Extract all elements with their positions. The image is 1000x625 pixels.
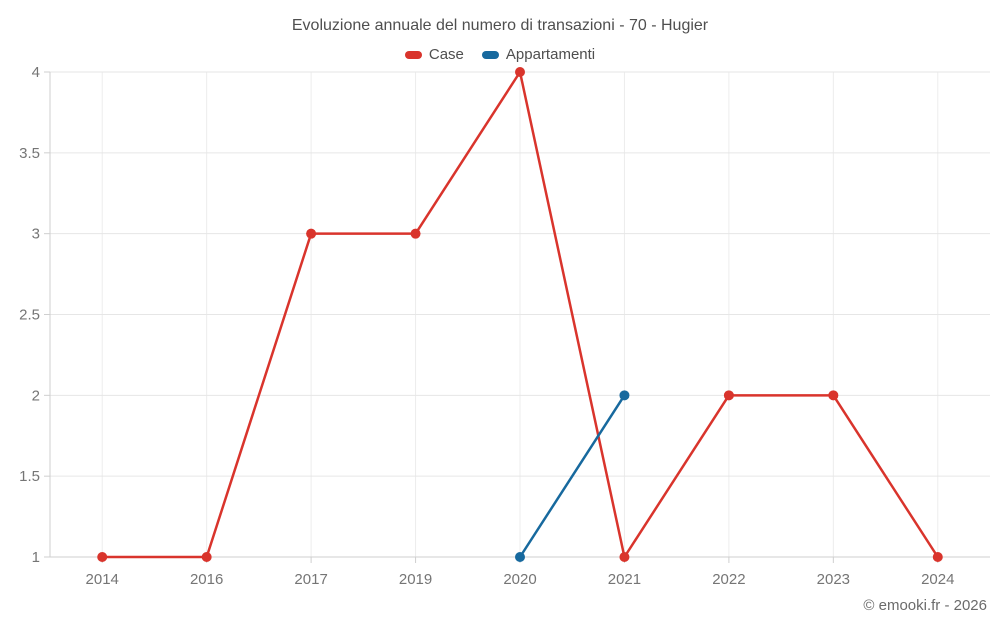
data-point-case[interactable] <box>723 390 734 401</box>
watermark: © emooki.fr - 2026 <box>863 597 987 614</box>
data-point-case[interactable] <box>932 552 943 562</box>
y-axis-tick-label: 3.5 <box>19 145 40 162</box>
data-point-case[interactable] <box>410 228 421 239</box>
x-axis-tick-label: 2019 <box>399 571 432 588</box>
legend-item-appartamenti[interactable]: Appartamenti <box>481 46 596 63</box>
y-axis-tick-label: 4 <box>32 64 40 81</box>
x-axis-tick-label: 2021 <box>608 571 641 588</box>
y-axis-tick-label: 1 <box>32 549 40 566</box>
chart-title: Evoluzione annuale del numero di transaz… <box>291 17 709 34</box>
x-axis-tick-label: 2017 <box>294 571 327 588</box>
legend-label-appartamenti: Appartamenti <box>505 46 596 63</box>
y-axis-tick-label: 1.5 <box>19 468 40 485</box>
data-point-appartamenti[interactable] <box>515 552 525 562</box>
data-point-case[interactable] <box>828 390 839 401</box>
legend-marker-appartamenti <box>481 50 499 59</box>
data-point-case[interactable] <box>619 552 630 562</box>
x-axis-tick-label: 2022 <box>712 571 745 588</box>
legend-label-case: Case <box>428 46 464 63</box>
data-point-case[interactable] <box>97 552 108 562</box>
y-axis-tick-label: 2 <box>32 387 40 404</box>
x-axis-tick-label: 2024 <box>921 571 954 588</box>
legend-item-case[interactable]: Case <box>404 46 464 63</box>
x-axis-tick-label: 2014 <box>86 571 119 588</box>
x-axis-tick-label: 2020 <box>503 571 536 588</box>
y-axis-tick-label: 2.5 <box>19 307 40 324</box>
y-axis-tick-label: 3 <box>32 226 40 243</box>
data-point-case[interactable] <box>515 67 525 77</box>
x-axis-tick-label: 2023 <box>817 571 850 588</box>
data-point-case[interactable] <box>306 228 317 239</box>
data-point-appartamenti[interactable] <box>619 390 630 401</box>
x-axis-tick-label: 2016 <box>190 571 223 588</box>
legend-marker-case <box>404 50 422 59</box>
data-point-case[interactable] <box>201 552 212 562</box>
legend: Case Appartamenti <box>0 46 1000 63</box>
series-line-appartamenti <box>518 394 626 559</box>
